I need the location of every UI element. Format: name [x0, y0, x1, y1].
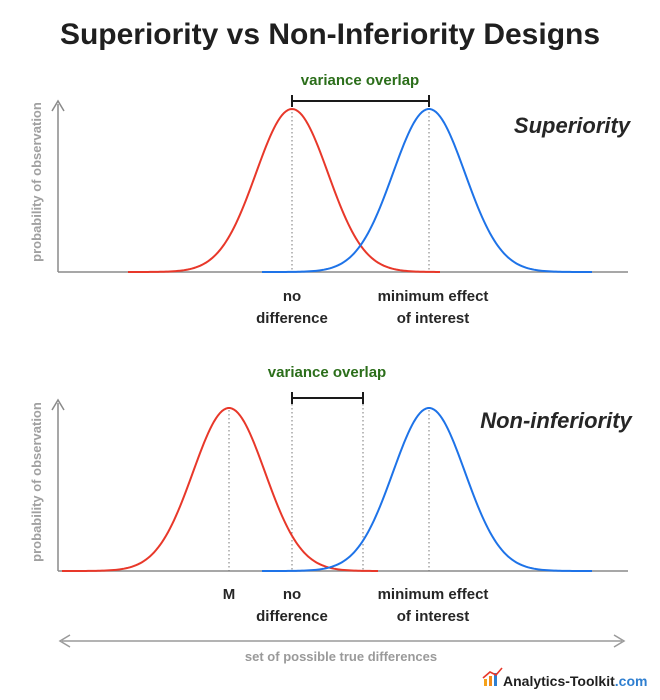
diagram-title: Superiority vs Non-Inferiority Designs	[60, 18, 600, 51]
control-distribution-curve-2	[62, 407, 379, 572]
y-axis-arrowhead-1	[51, 99, 65, 112]
marker-no-difference-line1-1: no	[283, 288, 301, 305]
treatment-distribution-curve-1	[262, 108, 592, 273]
design-label-non-inferiority: Non-inferiority	[480, 408, 633, 433]
control-distribution-curve-1	[128, 107, 441, 273]
range-arrow-left-head	[58, 634, 71, 648]
range-arrow-right-head	[613, 634, 626, 648]
marker-mei-line1-1: minimum effect	[378, 288, 489, 305]
treatment-distribution-curve-2	[262, 407, 592, 572]
logo-bar-icon-2	[489, 676, 492, 686]
marker-mei-line2-1: of interest	[397, 310, 470, 327]
y-axis-arrowhead-2	[51, 398, 65, 411]
true-differences-range: set of possible true differences	[58, 634, 626, 664]
logo-bar-icon-1	[484, 679, 487, 686]
brand-text: Analytics-Toolkit.com	[503, 673, 647, 689]
superiority-panel: probability of observation variance over…	[29, 72, 632, 327]
marker-no-difference-line2-2: difference	[256, 608, 328, 625]
y-axis-label-1: probability of observation	[29, 102, 44, 262]
marker-margin-m: M	[223, 586, 236, 603]
design-label-superiority: Superiority	[514, 113, 632, 138]
brand-name: Analytics-Toolkit	[503, 673, 615, 689]
marker-mei-line1-2: minimum effect	[378, 586, 489, 603]
non-inferiority-panel: probability of observation variance over…	[29, 364, 634, 625]
brand-domain: .com	[615, 673, 648, 689]
analytics-toolkit-logo: Analytics-Toolkit.com	[482, 667, 647, 689]
variance-overlap-label-1: variance overlap	[301, 72, 419, 89]
logo-bar-icon-3	[494, 673, 497, 686]
marker-no-difference-line1-2: no	[283, 586, 301, 603]
variance-overlap-label-2: variance overlap	[268, 364, 386, 381]
range-label: set of possible true differences	[245, 649, 437, 664]
logo-trend-icon	[482, 667, 503, 679]
marker-mei-line2-2: of interest	[397, 608, 470, 625]
y-axis-label-2: probability of observation	[29, 402, 44, 562]
marker-no-difference-line2-1: difference	[256, 310, 328, 327]
